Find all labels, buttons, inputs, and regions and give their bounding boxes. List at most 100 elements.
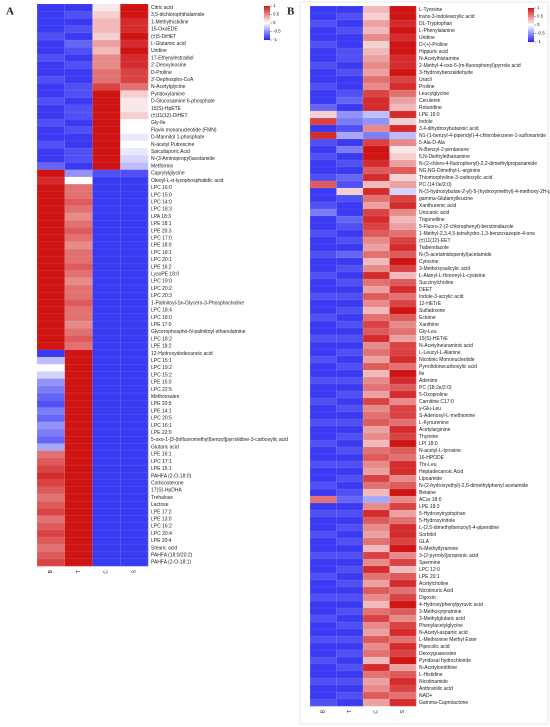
heatmap-cell — [389, 349, 417, 357]
row-label: N-Acetylglycine — [151, 84, 186, 90]
heatmap-cell — [310, 503, 337, 511]
heatmap-cell — [336, 174, 364, 182]
heatmap-cell — [37, 515, 66, 524]
heatmap-cell — [363, 244, 390, 252]
heatmap-cell — [37, 18, 66, 26]
heatmap-cell — [92, 184, 121, 192]
heatmap-cell — [37, 61, 66, 70]
row-label: D-Mannitol 1-phosphate — [151, 135, 205, 141]
heatmap-cell — [310, 202, 337, 210]
heatmap-cell — [120, 25, 149, 34]
row-label: L-(2,5-dimethylbenzoyl)-4-piperidine — [419, 525, 499, 531]
heatmap-cell — [363, 209, 390, 217]
heatmap-cell — [336, 202, 364, 210]
row-label: Deoxyguanosine — [419, 651, 456, 657]
row-label: Gamma-Caprolactone — [419, 700, 468, 706]
row-label: PAHFA (2-O-18:1) — [151, 560, 192, 566]
row-label: Glutaric acid — [151, 444, 179, 450]
heatmap-cell — [64, 508, 93, 516]
row-label: 17(S)-HpDHA — [151, 488, 183, 494]
heatmap-cell — [92, 126, 121, 134]
heatmap-cell — [37, 220, 66, 228]
row-label: Ile — [419, 371, 425, 377]
heatmap-cell — [120, 184, 149, 192]
heatmap-cell — [336, 580, 364, 588]
heatmap-cell — [92, 450, 121, 459]
heatmap-cell — [389, 90, 417, 98]
heatmap-cell — [336, 321, 364, 329]
heatmap-cell — [336, 377, 364, 385]
heatmap-cell — [92, 414, 121, 423]
row-label: LPC 16:2 — [151, 524, 172, 530]
heatmap-cell — [120, 299, 149, 307]
heatmap-cell — [336, 496, 364, 504]
heatmap-cell — [64, 83, 93, 91]
heatmap-cell — [389, 41, 417, 49]
heatmap-cell — [336, 370, 364, 378]
row-label: 3-Methylglutaric acid — [419, 616, 465, 622]
heatmap-cell — [363, 272, 390, 280]
row-label: Spermine — [419, 560, 441, 566]
heatmap-cell — [389, 552, 417, 560]
heatmap-cell — [363, 370, 390, 378]
heatmap-cell — [389, 636, 417, 644]
heatmap-cell — [64, 450, 93, 459]
heatmap-cell — [92, 479, 121, 488]
heatmap-cell — [120, 248, 149, 257]
heatmap-cell — [336, 398, 364, 406]
heatmap-cell — [92, 248, 121, 257]
heatmap-cell — [92, 364, 121, 372]
row-label: LPE 18:2 — [151, 344, 172, 350]
heatmap-cell — [310, 111, 337, 119]
heatmap-cell — [37, 133, 66, 142]
heatmap-cell — [389, 251, 417, 259]
heatmap-cell — [64, 349, 93, 358]
row-label: N-Acetylneuraminic acid — [419, 343, 473, 349]
heatmap-cell — [120, 544, 149, 552]
heatmap-cell — [336, 55, 364, 63]
heatmap-cell — [64, 342, 93, 351]
heatmap-cell — [363, 517, 390, 525]
heatmap-cell — [310, 594, 337, 602]
heatmap-cell — [310, 398, 337, 406]
row-label: 16-HPODE — [419, 455, 445, 461]
row-label: 15(S)-HETrE — [419, 336, 448, 342]
heatmap-cell — [389, 181, 417, 189]
heatmap-cell — [120, 414, 149, 423]
heatmap-cell — [64, 501, 93, 509]
color-bar-label: -0.5 — [273, 29, 281, 34]
heatmap-cell — [64, 227, 93, 235]
heatmap-cell — [64, 400, 93, 408]
heatmap-cell — [389, 398, 417, 406]
heatmap-cell — [389, 202, 417, 210]
heatmap-cell — [310, 76, 337, 84]
heatmap-cell — [92, 400, 121, 408]
row-label: DEET — [419, 287, 432, 293]
heatmap-cell — [336, 90, 364, 98]
heatmap-cell — [310, 517, 337, 525]
heatmap-cell — [37, 414, 66, 423]
column-label: T — [347, 710, 353, 713]
heatmap-cell — [37, 169, 66, 178]
row-label: N-Acetyl-aspartic acid — [419, 630, 468, 636]
heatmap-cell — [92, 212, 121, 221]
heatmap-cell — [64, 292, 93, 300]
heatmap-cell — [336, 265, 364, 273]
heatmap-cell — [37, 321, 66, 329]
heatmap-cell — [389, 258, 417, 266]
heatmap-cell — [389, 468, 417, 476]
row-label: PC (14:0e/2:0) — [419, 182, 452, 188]
heatmap-cell — [120, 176, 149, 185]
heatmap-cell — [64, 558, 93, 567]
heatmap-cell — [310, 342, 337, 350]
heatmap-cell — [37, 349, 66, 358]
heatmap-cell — [363, 678, 390, 686]
heatmap-cell — [64, 4, 93, 12]
color-bar — [264, 6, 270, 40]
heatmap-cell — [363, 251, 390, 259]
heatmap-cell — [336, 69, 364, 77]
heatmap-cell — [336, 314, 364, 322]
heatmap-cell — [64, 522, 93, 531]
heatmap-cell — [120, 234, 149, 243]
heatmap-cell — [92, 25, 121, 34]
